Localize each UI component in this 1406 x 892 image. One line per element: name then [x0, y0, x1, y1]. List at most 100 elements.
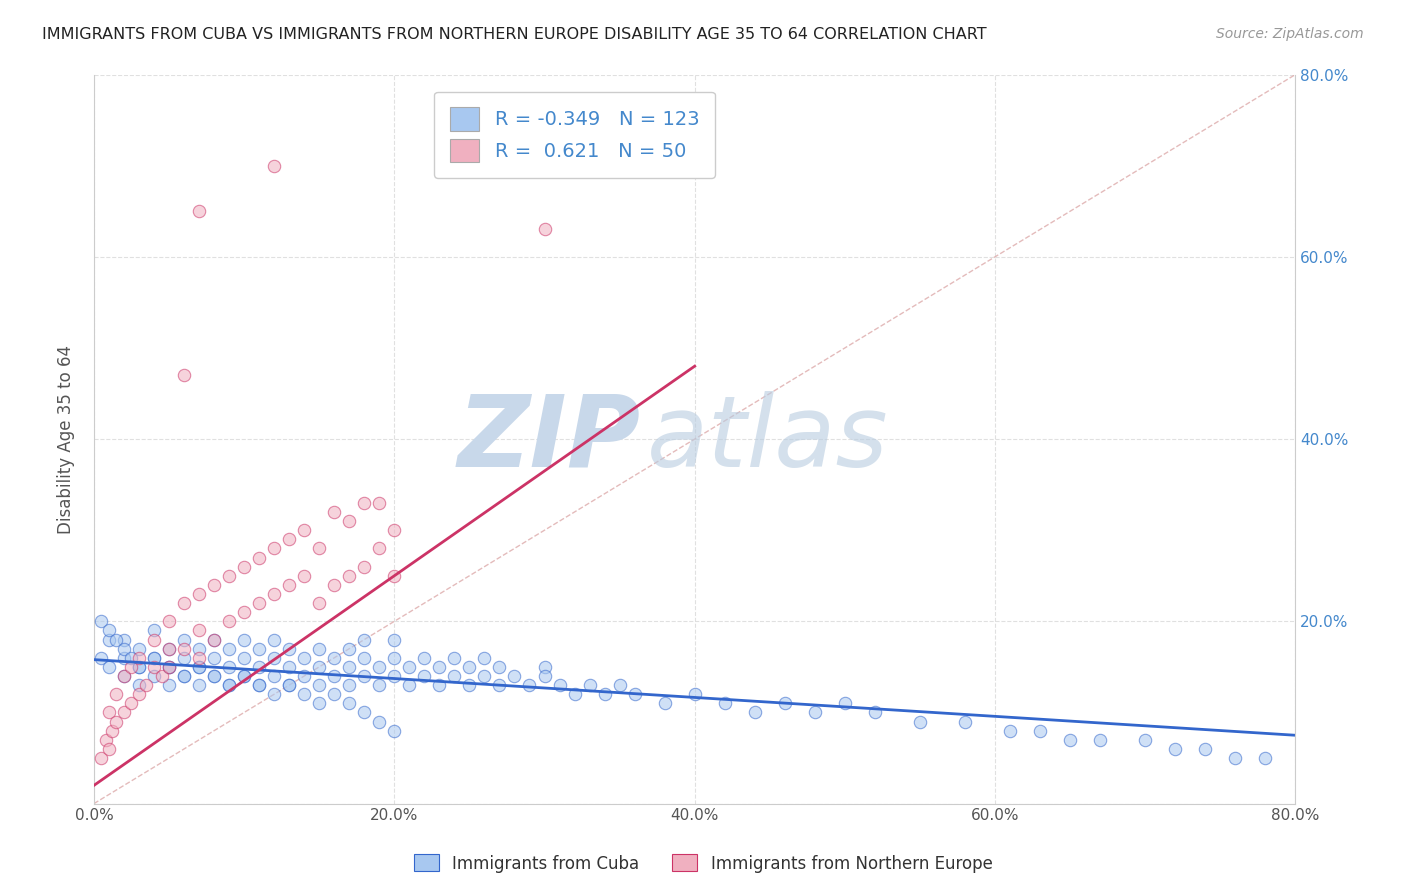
Point: [233, 669, 256, 683]
Point: [143, 632, 166, 647]
Point: [112, 632, 135, 647]
Point: [292, 568, 315, 582]
Point: [834, 697, 856, 711]
Point: [105, 714, 128, 729]
Point: [90, 615, 112, 629]
Point: [247, 641, 270, 656]
Point: [202, 669, 225, 683]
Point: [97, 632, 120, 647]
Point: [323, 687, 346, 701]
Point: [953, 714, 976, 729]
Point: [744, 706, 766, 720]
Point: [233, 669, 256, 683]
Point: [609, 678, 631, 692]
Point: [382, 669, 405, 683]
Point: [263, 632, 285, 647]
Point: [247, 678, 270, 692]
Point: [353, 650, 375, 665]
Point: [121, 660, 143, 674]
Point: [564, 687, 586, 701]
Point: [578, 678, 600, 692]
Point: [233, 650, 256, 665]
Point: [202, 669, 225, 683]
Point: [128, 660, 150, 674]
Point: [247, 596, 270, 610]
Point: [368, 678, 391, 692]
Point: [368, 496, 391, 510]
Point: [427, 660, 450, 674]
Point: [1164, 742, 1187, 756]
Point: [112, 650, 135, 665]
Point: [548, 678, 571, 692]
Point: [143, 669, 166, 683]
Point: [292, 523, 315, 537]
Point: [337, 660, 360, 674]
Point: [593, 687, 616, 701]
Point: [247, 550, 270, 565]
Point: [188, 204, 211, 219]
Point: [202, 650, 225, 665]
Point: [112, 669, 135, 683]
Point: [278, 660, 301, 674]
Point: [683, 687, 706, 701]
Point: [337, 641, 360, 656]
Point: [519, 678, 541, 692]
Point: [488, 660, 510, 674]
Point: [157, 615, 180, 629]
Point: [173, 669, 195, 683]
Point: [202, 632, 225, 647]
Point: [323, 505, 346, 519]
Point: [263, 650, 285, 665]
Point: [188, 624, 211, 638]
Point: [97, 706, 120, 720]
Point: [398, 678, 420, 692]
Point: [382, 650, 405, 665]
Point: [233, 632, 256, 647]
Point: [998, 723, 1021, 738]
Text: atlas: atlas: [647, 391, 889, 488]
Point: [382, 523, 405, 537]
Point: [1059, 732, 1081, 747]
Point: [247, 678, 270, 692]
Point: [623, 687, 645, 701]
Point: [188, 641, 211, 656]
Point: [382, 723, 405, 738]
Point: [353, 496, 375, 510]
Point: [143, 650, 166, 665]
Point: [218, 660, 240, 674]
Point: [128, 641, 150, 656]
Point: [173, 368, 195, 383]
Point: [368, 660, 391, 674]
Point: [128, 650, 150, 665]
Point: [157, 660, 180, 674]
Point: [188, 650, 211, 665]
Point: [263, 669, 285, 683]
Point: [90, 751, 112, 765]
Point: [533, 669, 555, 683]
Point: [157, 660, 180, 674]
Legend: R = -0.349   N = 123, R =  0.621   N = 50: R = -0.349 N = 123, R = 0.621 N = 50: [434, 92, 714, 178]
Point: [1194, 742, 1216, 756]
Point: [188, 660, 211, 674]
Point: [292, 650, 315, 665]
Point: [121, 697, 143, 711]
Point: [443, 669, 465, 683]
Point: [101, 723, 124, 738]
Point: [278, 578, 301, 592]
Point: [157, 678, 180, 692]
Point: [382, 568, 405, 582]
Point: [413, 650, 436, 665]
Point: [292, 687, 315, 701]
Point: [337, 678, 360, 692]
Point: [1225, 751, 1247, 765]
Point: [202, 632, 225, 647]
Point: [150, 669, 173, 683]
Point: [308, 660, 330, 674]
Point: [353, 706, 375, 720]
Point: [353, 632, 375, 647]
Point: [292, 669, 315, 683]
Point: [353, 559, 375, 574]
Text: ZIP: ZIP: [457, 391, 641, 488]
Point: [1090, 732, 1112, 747]
Point: [97, 660, 120, 674]
